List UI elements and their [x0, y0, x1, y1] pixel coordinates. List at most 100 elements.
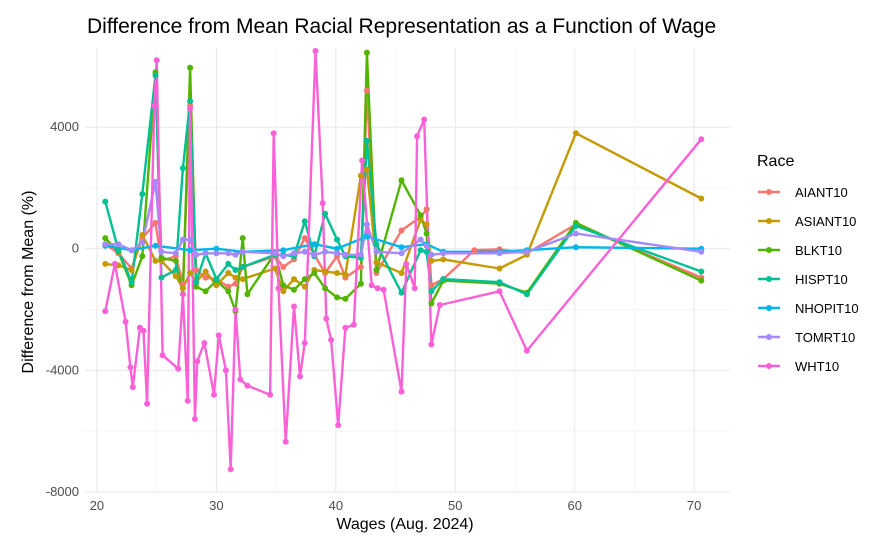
legend-key-point-blkt10	[766, 247, 772, 253]
data-point-wht10	[698, 136, 705, 143]
data-point-blkt10	[373, 267, 380, 273]
data-point-wht10	[436, 302, 443, 308]
data-point-blkt10	[202, 288, 209, 295]
data-point-hispt10	[423, 248, 430, 255]
data-point-hispt10	[193, 279, 200, 286]
data-point-tomrt10	[202, 250, 209, 257]
data-point-tomrt10	[301, 248, 308, 255]
legend-label-hispt10: HISPT10	[795, 272, 848, 287]
data-point-aiant10	[225, 283, 232, 290]
data-point-hispt10	[172, 267, 179, 273]
data-point-nhopit10	[398, 244, 405, 251]
data-point-tomrt10	[496, 250, 503, 257]
data-point-hispt10	[698, 268, 705, 275]
data-point-blkt10	[187, 64, 194, 71]
data-point-asiant10	[357, 172, 364, 179]
data-point-tomrt10	[115, 241, 122, 248]
data-point-tomrt10	[572, 230, 579, 237]
data-point-asiant10	[291, 276, 297, 283]
data-point-wht10	[282, 438, 289, 445]
x-tick-label: 20	[90, 498, 104, 513]
data-point-tomrt10	[158, 248, 165, 255]
data-point-blkt10	[291, 286, 297, 293]
data-point-aiant10	[193, 267, 200, 273]
data-point-aiant10	[301, 235, 308, 242]
data-point-wht10	[414, 133, 421, 140]
data-point-hispt10	[373, 241, 380, 248]
data-point-tomrt10	[440, 250, 447, 257]
data-point-wht10	[342, 324, 349, 331]
x-axis-title: Wages (Aug. 2024)	[336, 516, 473, 533]
legend-key-point-hispt10	[766, 276, 772, 282]
data-point-hispt10	[523, 291, 530, 298]
legend-label-wht10: WHT10	[795, 359, 839, 374]
data-point-wht10	[368, 282, 375, 289]
data-point-asiant10	[225, 270, 232, 276]
data-point-blkt10	[334, 294, 340, 301]
data-point-tomrt10	[232, 251, 239, 258]
data-point-hispt10	[322, 210, 329, 217]
data-point-tomrt10	[698, 248, 705, 255]
data-point-nhopit10	[334, 245, 340, 252]
data-point-wht10	[151, 102, 158, 109]
data-point-tomrt10	[139, 239, 146, 246]
data-point-asiant10	[423, 221, 430, 228]
data-point-tomrt10	[152, 178, 159, 185]
data-point-wht10	[175, 365, 182, 372]
data-point-wht10	[523, 347, 530, 354]
data-point-wht10	[187, 105, 194, 112]
data-point-blkt10	[301, 276, 308, 283]
data-point-wht10	[398, 388, 405, 395]
data-point-asiant10	[172, 273, 179, 280]
data-point-blkt10	[239, 235, 246, 242]
data-point-asiant10	[440, 256, 447, 263]
data-point-blkt10	[423, 230, 430, 237]
data-point-blkt10	[158, 254, 165, 261]
data-point-aiant10	[202, 274, 209, 281]
data-point-aiant10	[152, 219, 159, 226]
data-point-blkt10	[322, 285, 329, 292]
data-point-asiant10	[334, 270, 340, 276]
data-point-hispt10	[428, 288, 435, 295]
data-point-hispt10	[334, 236, 340, 243]
data-point-wht10	[267, 391, 274, 398]
data-point-tomrt10	[271, 250, 278, 257]
data-point-wht10	[312, 48, 319, 54]
data-point-asiant10	[342, 271, 349, 278]
data-point-nhopit10	[572, 244, 579, 251]
data-point-blkt10	[172, 257, 179, 264]
data-point-asiant10	[271, 265, 278, 272]
data-point-asiant10	[496, 265, 503, 272]
legend-label-nhopit10: NHOPIT10	[795, 301, 859, 316]
data-point-hispt10	[179, 165, 186, 172]
data-point-asiant10	[202, 268, 209, 275]
data-point-wht10	[374, 285, 381, 292]
data-point-tomrt10	[128, 247, 135, 254]
data-point-hispt10	[102, 198, 109, 205]
x-tick-label: 70	[687, 498, 701, 513]
data-point-asiant10	[572, 130, 579, 137]
data-point-asiant10	[179, 285, 186, 292]
data-point-tomrt10	[417, 236, 424, 243]
data-point-hispt10	[152, 72, 159, 79]
data-point-tomrt10	[363, 221, 370, 228]
data-point-wht10	[380, 286, 387, 293]
data-point-blkt10	[225, 288, 232, 295]
data-point-asiant10	[698, 195, 705, 202]
data-point-hispt10	[417, 247, 424, 254]
data-point-wht10	[201, 340, 208, 346]
y-tick-label: -8000	[46, 484, 79, 499]
data-point-wht10	[215, 332, 222, 339]
data-point-tomrt10	[239, 248, 246, 255]
data-point-hispt10	[232, 267, 239, 273]
legend-title: Race	[757, 153, 794, 170]
data-point-aiant10	[363, 87, 370, 94]
data-point-asiant10	[417, 216, 424, 223]
data-point-nhopit10	[187, 247, 194, 254]
data-point-wht10	[194, 358, 201, 365]
series-points	[102, 48, 705, 473]
data-point-blkt10	[139, 253, 146, 260]
legend-key-point-asiant10	[766, 218, 772, 224]
data-point-tomrt10	[311, 251, 318, 258]
data-point-asiant10	[232, 274, 239, 281]
